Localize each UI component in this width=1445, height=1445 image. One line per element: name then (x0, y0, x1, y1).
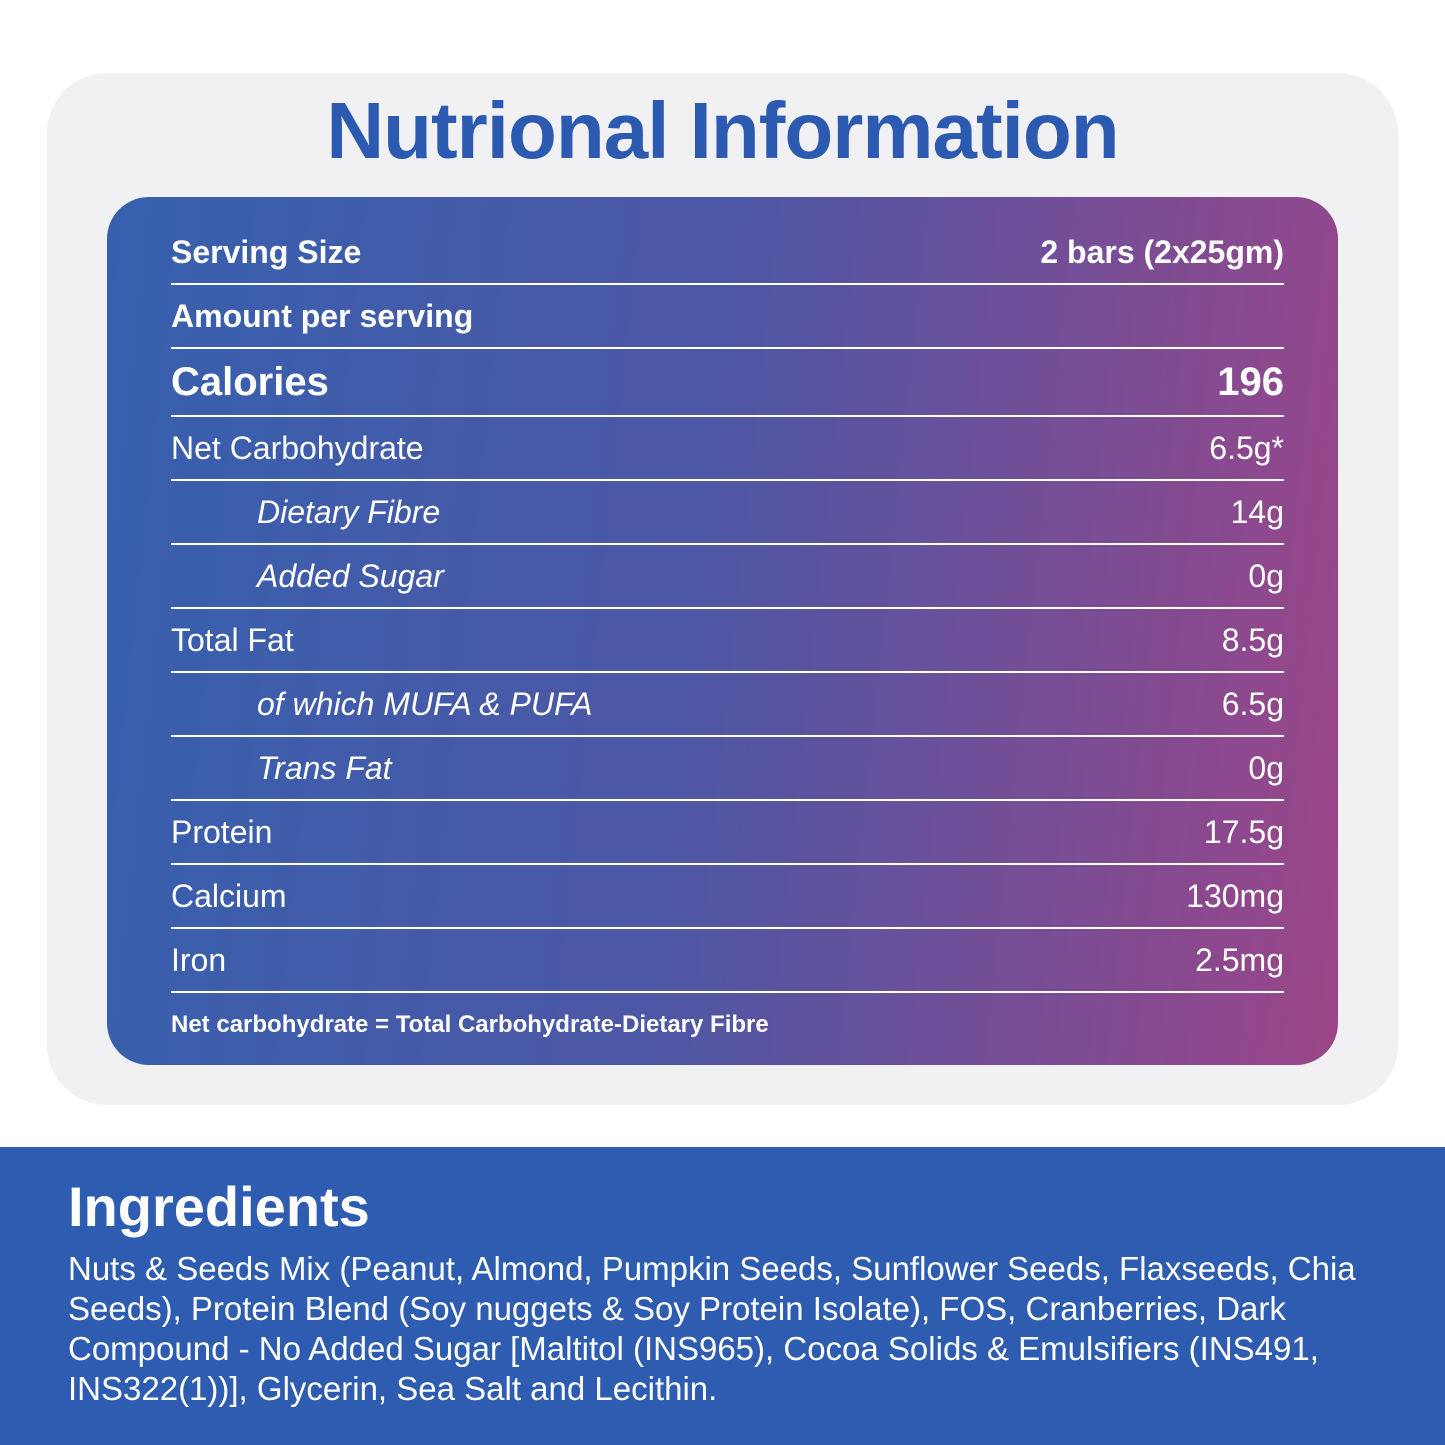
nutrition-row-iron: Iron 2.5mg (171, 929, 1284, 991)
nutrition-row-mufa-pufa: of which MUFA & PUFA 6.5g (171, 673, 1284, 735)
row-divider (171, 283, 1284, 285)
net-carb-footnote: Net carbohydrate = Total Carbohydrate-Di… (171, 1011, 769, 1038)
row-value: 0g (1248, 557, 1284, 594)
nutrition-row-calcium: Calcium 130mg (171, 865, 1284, 927)
row-label: Total Fat (171, 621, 294, 658)
ingredients-text: Nuts & Seeds Mix (Peanut, Almond, Pumpki… (68, 1250, 1356, 1408)
row-value: 130mg (1186, 877, 1284, 914)
row-label: Calcium (171, 877, 287, 914)
row-label: Trans Fat (257, 749, 392, 786)
page-title: Nutrional Information (326, 86, 1119, 175)
row-value: 0g (1248, 749, 1284, 786)
nutrition-row-trans-fat: Trans Fat 0g (171, 737, 1284, 799)
row-value: 6.5g (1221, 685, 1284, 722)
row-label: Added Sugar (257, 557, 444, 594)
row-divider (171, 607, 1284, 609)
row-divider (171, 991, 1284, 993)
row-value: 17.5g (1203, 813, 1284, 850)
row-label: Iron (171, 941, 227, 978)
row-label: Protein (171, 813, 273, 850)
nutrition-row-total-fat: Total Fat 8.5g (171, 609, 1284, 671)
nutrition-row-added-sugar: Added Sugar 0g (171, 545, 1284, 607)
row-label: of which MUFA & PUFA (257, 685, 593, 722)
row-value: 6.5g* (1209, 429, 1284, 466)
row-label: Dietary Fibre (257, 493, 441, 530)
row-divider (171, 347, 1284, 349)
row-divider (171, 735, 1284, 737)
row-divider (171, 863, 1284, 865)
row-divider (171, 671, 1284, 673)
row-divider (171, 479, 1284, 481)
row-label: Serving Size (171, 233, 362, 270)
ingredients-section: Ingredients Nuts & Seeds Mix (Peanut, Al… (0, 1147, 1445, 1445)
row-divider (171, 927, 1284, 929)
row-label: Calories (171, 359, 329, 404)
nutrition-row-serving-size: Serving Size 2 bars (2x25gm) (171, 221, 1284, 283)
row-value: 14g (1230, 493, 1284, 530)
nutrition-row-net-carbohydrate: Net Carbohydrate 6.5g* (171, 417, 1284, 479)
nutrition-table: Serving Size 2 bars (2x25gm) Amount per … (107, 197, 1338, 1065)
nutrition-card: Nutrional Information Serving Size 2 bar… (47, 73, 1398, 1105)
row-value: 2.5mg (1195, 941, 1284, 978)
row-divider (171, 415, 1284, 417)
nutrition-row-protein: Protein 17.5g (171, 801, 1284, 863)
row-value: 8.5g (1221, 621, 1284, 658)
nutrition-row-amount-per-serving: Amount per serving (171, 285, 1284, 347)
row-label: Amount per serving (171, 297, 474, 334)
row-label: Net Carbohydrate (171, 429, 424, 466)
ingredients-heading: Ingredients (68, 1175, 370, 1238)
nutrition-row-calories: Calories 196 (171, 349, 1284, 415)
row-divider (171, 799, 1284, 801)
row-divider (171, 543, 1284, 545)
row-value: 196 (1217, 359, 1284, 404)
nutrition-row-dietary-fibre: Dietary Fibre 14g (171, 481, 1284, 543)
row-value: 2 bars (2x25gm) (1040, 233, 1284, 270)
